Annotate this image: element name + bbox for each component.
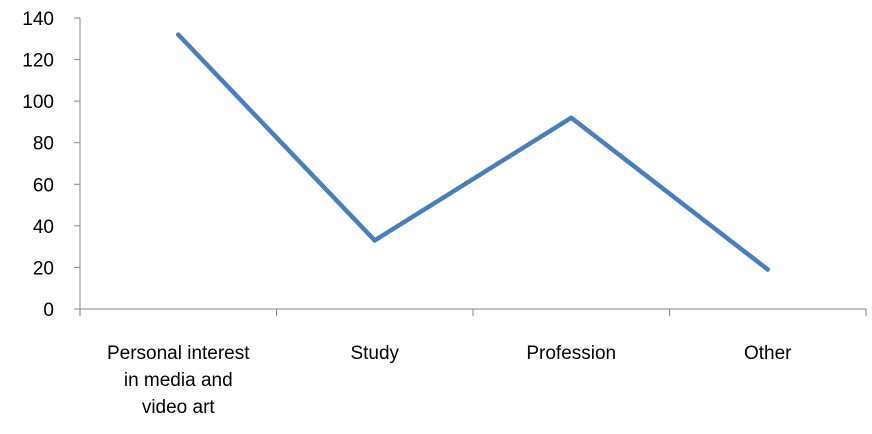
x-tick-label-line: Personal interest <box>107 343 250 364</box>
x-tick-label: Personal interest in media and video art <box>107 343 250 418</box>
data-point <box>569 115 574 120</box>
y-tick-label: 100 <box>22 92 54 113</box>
data-point <box>176 32 181 37</box>
y-tick-label: 0 <box>43 300 54 321</box>
x-tick-label-line: Study <box>350 343 399 364</box>
y-tick-label: 120 <box>22 51 54 72</box>
x-tick-label: Profession <box>526 343 616 364</box>
y-tick-label: 40 <box>33 217 54 238</box>
x-tick-label-line: Profession <box>526 343 616 364</box>
y-axis: 0 20 40 60 80 100 120 140 <box>22 9 81 321</box>
x-tick-label: Study <box>350 343 399 364</box>
series-line <box>176 32 770 272</box>
x-axis: Personal interest in media and video art St… <box>79 308 867 418</box>
series-group <box>176 32 770 272</box>
y-tick-label: 80 <box>33 134 54 155</box>
x-tick-label-line: video art <box>142 397 216 418</box>
x-tick-label: Other <box>744 343 792 364</box>
y-tick-label: 20 <box>33 258 54 279</box>
y-tick-label: 140 <box>22 9 54 30</box>
data-point <box>372 238 377 243</box>
y-tick-label: 60 <box>33 175 54 196</box>
data-point <box>765 267 770 272</box>
x-tick-label-line: Other <box>744 343 792 364</box>
x-tick-label-line: in media and <box>124 370 233 391</box>
